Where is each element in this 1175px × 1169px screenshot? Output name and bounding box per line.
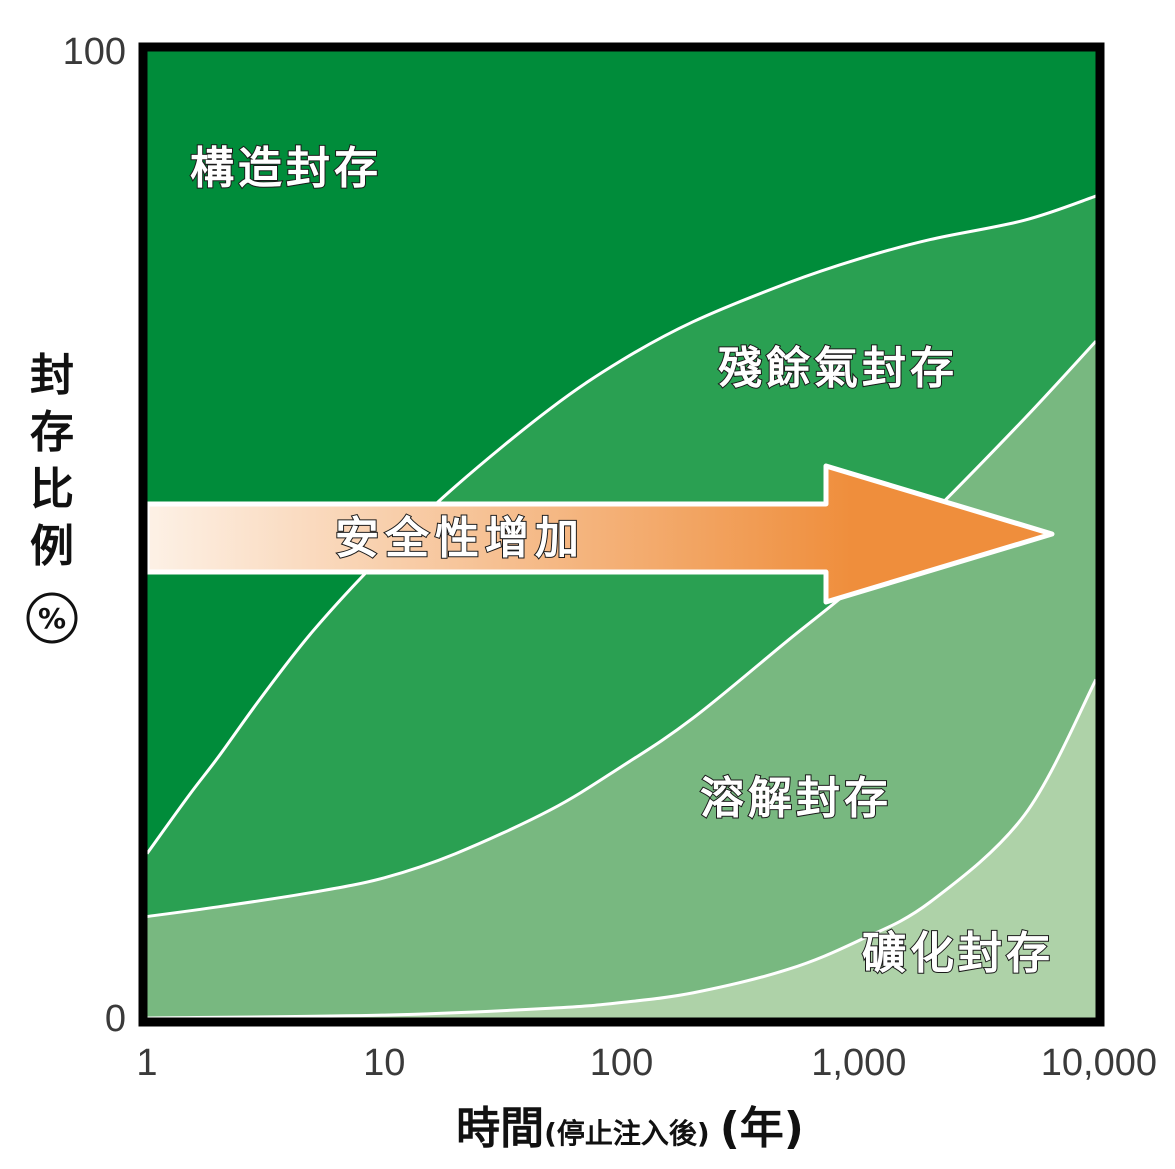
y-axis-title: 封 存 比 例 %: [26, 350, 78, 644]
y-axis-title-char: 例: [30, 521, 74, 572]
y-axis-percent-circle: [26, 592, 78, 644]
x-tick-label: 100: [590, 1042, 653, 1084]
region-label-dissolution: 溶解封存: [700, 773, 892, 824]
x-axis-title-sub: (停止注入後): [544, 1117, 710, 1150]
x-tick-label: 1: [136, 1042, 157, 1084]
x-tick-label: 10,000: [1041, 1042, 1157, 1084]
y-tick-label: 100: [63, 31, 126, 73]
x-axis-ticks: 1 10 100 1,000 10,000: [136, 1042, 1157, 1084]
y-tick-label: 0: [105, 998, 126, 1040]
x-axis-title-unit: (年): [720, 1103, 804, 1154]
region-mineral: [147, 679, 1096, 1018]
boundary-line: [146, 678, 1098, 1020]
boundary-line: [145, 194, 1097, 855]
y-axis-title-char: 比: [30, 464, 74, 515]
region-label-mineral: 礦化封存: [862, 928, 1054, 979]
x-tick-label: 10: [363, 1042, 405, 1084]
safety-arrow-label: 安全性增加: [335, 513, 585, 564]
y-axis-percent-sign: %: [38, 602, 66, 635]
x-axis-title-main: 時間: [456, 1103, 544, 1154]
x-axis-title: 時間(停止注入後) (年): [456, 1103, 804, 1154]
region-dissolution: [147, 341, 1096, 1019]
plot-frame: [138, 42, 1105, 1027]
region-label-residual: 殘餘氣封存: [718, 343, 958, 394]
safety-arrow-shape: [144, 463, 1055, 605]
region-label-structural: 構造封存: [190, 143, 382, 194]
x-tick-label: 1,000: [811, 1042, 906, 1084]
safety-arrow: 安全性增加: [144, 463, 1055, 605]
y-axis-title-char: 存: [30, 407, 74, 458]
y-axis-ticks: 0 100: [63, 31, 126, 1040]
y-axis-title-char: 封: [30, 350, 74, 401]
